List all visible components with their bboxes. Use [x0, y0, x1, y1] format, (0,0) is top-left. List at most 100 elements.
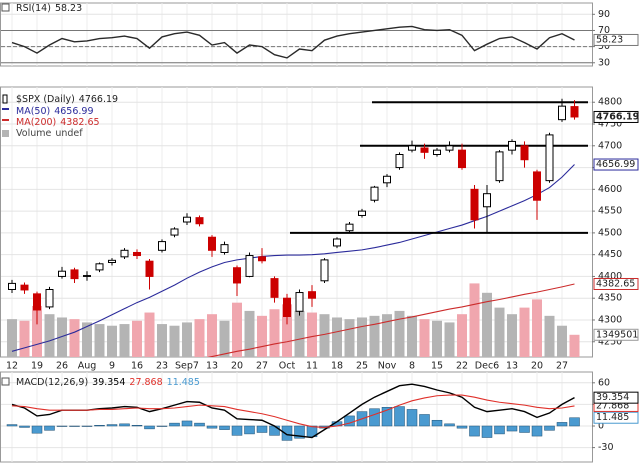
- histogram-bar: [6, 424, 18, 427]
- candle-body: [458, 149, 466, 169]
- histogram-bar: [269, 425, 280, 436]
- y-tick-label: 0: [598, 421, 604, 432]
- volume-bar: [257, 315, 267, 357]
- y-tick-label: 4350: [598, 293, 622, 304]
- volume-bar: [94, 324, 105, 357]
- x-tick-label: 15: [431, 361, 443, 372]
- volume-bar: [307, 312, 317, 357]
- candle-body: [408, 145, 416, 151]
- y-tick-label: 4400: [598, 271, 622, 282]
- histogram-bar: [369, 408, 380, 427]
- y-tick-label: 90: [598, 9, 610, 20]
- volume-bar: [332, 317, 342, 357]
- value-box-label: 4766.19: [596, 111, 639, 122]
- volume-bar: [532, 299, 542, 357]
- histogram-bar: [419, 414, 430, 427]
- value-box-label: 1349501: [596, 329, 638, 340]
- volume-bar: [482, 292, 492, 357]
- candle-body: [445, 145, 454, 151]
- histogram-bar: [406, 409, 418, 427]
- histogram-bar: [206, 425, 218, 429]
- x-tick-label: Dec6: [475, 361, 499, 372]
- histogram-bar: [531, 425, 543, 437]
- volume-bar: [432, 320, 442, 357]
- y-tick-label: 4750: [598, 119, 622, 130]
- histogram-bar: [456, 425, 468, 429]
- legend-entry: MA(50) 4656.99: [16, 106, 94, 117]
- volume-bar: [494, 307, 505, 357]
- histogram-bar: [294, 425, 305, 439]
- histogram-bar: [144, 425, 155, 430]
- volume-bar: [7, 319, 17, 357]
- candle-body: [533, 171, 541, 201]
- histogram-bar: [544, 425, 555, 431]
- legend-name: MA(50): [16, 106, 50, 117]
- candle-body: [508, 140, 516, 151]
- candle-body: [283, 297, 291, 318]
- histogram-bar: [94, 425, 105, 427]
- histogram-bar: [244, 425, 255, 435]
- x-tick-label: 20: [231, 361, 243, 372]
- candle-body: [520, 145, 529, 161]
- x-tick-label: 23: [156, 361, 168, 372]
- legend-entry: RSI(14) 58.23: [16, 3, 82, 14]
- legend-name: RSI(14): [16, 3, 51, 14]
- x-tick-label: 27: [256, 361, 268, 372]
- volume-bar: [57, 317, 67, 357]
- value-box-label: 4656.99: [596, 159, 635, 170]
- volume-bar: [294, 310, 305, 357]
- histogram-bar: [256, 425, 268, 433]
- volume-bar: [69, 319, 80, 357]
- x-tick-label: Nov: [378, 361, 397, 372]
- candle-body: [345, 223, 354, 232]
- histogram-bar: [19, 425, 30, 428]
- legend-value: 4382.65: [60, 117, 99, 128]
- legend-name: Volume: [16, 128, 51, 139]
- legend-name: MA(200): [16, 117, 56, 128]
- volume-bar: [169, 325, 180, 357]
- volume-bar: [407, 315, 417, 357]
- candle-body: [545, 134, 554, 182]
- legend-entry: MACD(12,26,9) 39.354 27.868 11.485: [16, 377, 200, 388]
- candle-body: [270, 278, 279, 298]
- volume-bar: [19, 320, 30, 357]
- volume-bar: [319, 314, 330, 357]
- histogram-bar: [481, 425, 493, 438]
- moving-average: [11, 164, 575, 352]
- x-tick-label: 20: [531, 361, 543, 372]
- volume-bar: [369, 315, 380, 357]
- x-tick-label: Sep7: [175, 361, 199, 372]
- volume-bar: [244, 310, 255, 357]
- candle-body: [483, 193, 491, 208]
- y-tick-label: 4500: [598, 227, 622, 238]
- volume-bar: [32, 305, 42, 357]
- series-line: [11, 394, 575, 428]
- y-tick-label: -30: [598, 442, 614, 453]
- value-box: [593, 33, 639, 46]
- candle-body: [258, 256, 266, 262]
- volume-bar: [282, 304, 292, 357]
- candle-body: [183, 216, 191, 223]
- x-tick-label: Aug: [78, 361, 97, 372]
- volume-bar: [132, 320, 142, 357]
- x-tick-label: Oct: [279, 361, 296, 372]
- value-box: [593, 328, 639, 341]
- volume-bar: [269, 309, 280, 357]
- value-box: [593, 391, 639, 404]
- value-box-label: 4382.65: [596, 278, 635, 289]
- y-tick-label: 4800: [598, 97, 622, 108]
- plot-area: [7, 98, 588, 357]
- value-box: [593, 277, 639, 290]
- x-tick-label: 9: [109, 361, 115, 372]
- histogram-bar: [219, 425, 230, 430]
- legend-value: 27.868: [129, 377, 162, 388]
- legend-name: MACD(12,26,9): [16, 377, 88, 388]
- candle-body: [558, 105, 566, 121]
- volume-bar: [444, 322, 455, 357]
- legend-value: undef: [55, 128, 83, 139]
- volume-bar: [544, 315, 555, 357]
- histogram-bar: [469, 425, 480, 437]
- volume-bar: [457, 314, 467, 357]
- legend-value: 4766.19: [79, 94, 118, 105]
